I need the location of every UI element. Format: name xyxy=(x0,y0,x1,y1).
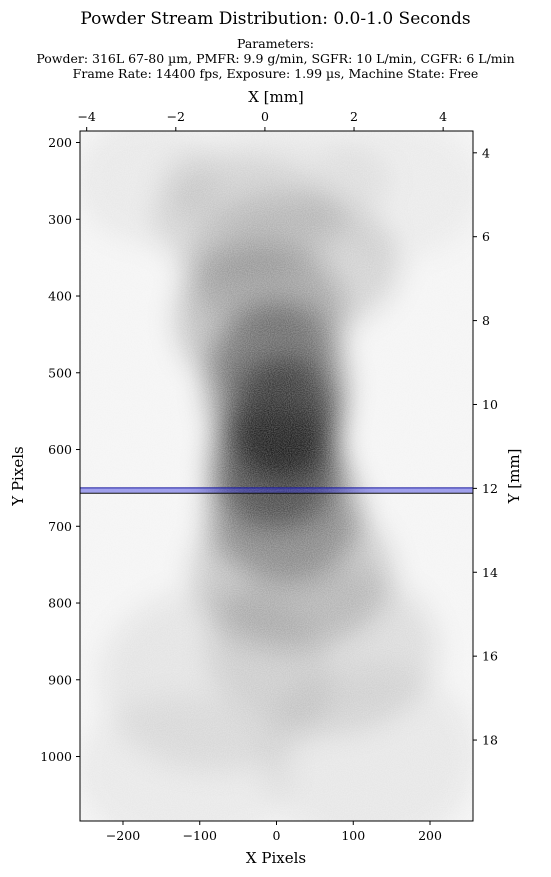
y-pixel-tick-label: 800 xyxy=(48,596,72,611)
x-mm-tick-label: −4 xyxy=(77,109,95,124)
x-pixel-tick-label: 0 xyxy=(273,828,281,843)
parameters-frame-line: Frame Rate: 14400 fps, Exposure: 1.99 µs… xyxy=(73,66,479,81)
x-pixel-tick-label: 100 xyxy=(341,828,365,843)
y-pixels-axis-label: Y Pixels xyxy=(9,446,27,506)
x-mm-tick-label: 2 xyxy=(350,109,358,124)
x-mm-axis-label: X [mm] xyxy=(248,88,304,106)
y-pixel-tick-label: 500 xyxy=(48,365,72,380)
y-pixel-tick-label: 700 xyxy=(48,519,72,534)
y-pixel-tick-label: 900 xyxy=(48,672,72,687)
y-mm-tick-label: 12 xyxy=(482,481,498,496)
x-mm-tick-label: 0 xyxy=(261,109,269,124)
y-mm-tick-label: 4 xyxy=(482,145,490,160)
selection-band-fill xyxy=(80,487,473,494)
y-mm-axis-label: Y [mm] xyxy=(505,449,523,505)
y-mm-tick-label: 10 xyxy=(482,397,498,412)
x-pixels-axis-label: X Pixels xyxy=(246,849,306,867)
parameters-heading: Parameters: xyxy=(237,36,314,51)
selection-band xyxy=(80,487,473,494)
y-mm-tick-label: 8 xyxy=(482,313,490,328)
grain-overlay xyxy=(80,131,473,821)
x-pixel-tick-label: −200 xyxy=(106,828,140,843)
y-pixel-tick-label: 300 xyxy=(48,212,72,227)
y-mm-tick-label: 14 xyxy=(482,565,498,580)
x-pixel-tick-label: −100 xyxy=(183,828,217,843)
y-pixel-tick-label: 200 xyxy=(48,135,72,150)
parameters-powder-line: Powder: 316L 67-80 µm, PMFR: 9.9 g/min, … xyxy=(36,51,514,66)
y-pixel-tick-label: 1000 xyxy=(40,749,72,764)
y-pixel-tick-label: 600 xyxy=(48,442,72,457)
x-pixel-tick-label: 200 xyxy=(418,828,442,843)
y-mm-tick-label: 16 xyxy=(482,649,498,664)
y-mm-tick-label: 18 xyxy=(482,733,498,748)
axis-ticks: −200 −100 0 100 2002003004005006007008009001… xyxy=(40,109,498,843)
y-pixel-tick-label: 400 xyxy=(48,289,72,304)
x-mm-tick-label: 4 xyxy=(439,109,447,124)
y-mm-tick-label: 6 xyxy=(482,229,490,244)
x-mm-tick-label: −2 xyxy=(167,109,185,124)
plot-area xyxy=(80,131,473,821)
chart-title: Powder Stream Distribution: 0.0-1.0 Seco… xyxy=(80,9,470,29)
